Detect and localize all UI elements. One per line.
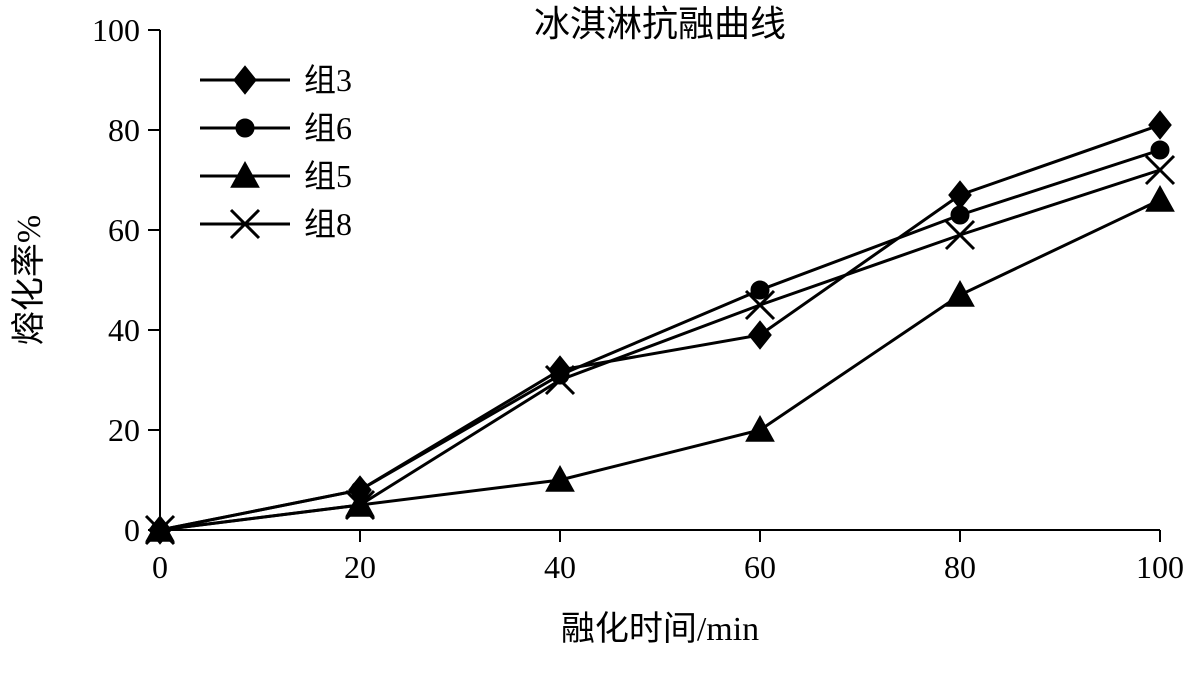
marker-triangle — [746, 416, 774, 441]
series-line — [160, 200, 1160, 530]
y-axis-title: 熔化率% — [10, 215, 48, 345]
legend-label: 组5 — [304, 158, 352, 194]
legend-item: 组3 — [200, 62, 352, 98]
legend-item: 组5 — [200, 158, 352, 194]
y-tick-label: 0 — [124, 512, 140, 548]
marker-circle — [1151, 141, 1169, 159]
legend-item: 组8 — [200, 206, 352, 242]
x-tick-label: 0 — [152, 549, 168, 585]
x-tick-label: 40 — [544, 549, 576, 585]
line-chart: 0 20 40 60 80 100 0 20 40 60 80 100 熔化率% 融化时间/min 冰淇淋抗… — [0, 0, 1195, 686]
marker-triangle — [1146, 186, 1174, 211]
marker-triangle — [946, 281, 974, 306]
legend-label: 组3 — [304, 62, 352, 98]
chart-title: 冰淇淋抗融曲线 — [534, 4, 786, 44]
marker-diamond — [1149, 111, 1171, 139]
y-tick-label: 100 — [92, 12, 140, 48]
marker-x — [946, 221, 974, 249]
legend-label: 组6 — [304, 110, 352, 146]
marker-circle — [951, 206, 969, 224]
y-tick-label: 20 — [108, 412, 140, 448]
series-组8 — [146, 156, 1174, 544]
marker-circle — [236, 119, 254, 137]
marker-circle — [751, 281, 769, 299]
series-组6 — [151, 141, 1169, 539]
y-tick-label: 80 — [108, 112, 140, 148]
x-axis-title: 融化时间/min — [561, 610, 759, 648]
legend-label: 组8 — [304, 206, 352, 242]
x-tick-label: 100 — [1136, 549, 1184, 585]
marker-x — [1146, 156, 1174, 184]
legend-item: 组6 — [200, 110, 352, 146]
series-组5 — [146, 186, 1174, 541]
y-tick-label: 60 — [108, 212, 140, 248]
series-组3 — [149, 111, 1171, 544]
marker-diamond — [949, 181, 971, 209]
x-tick-label: 20 — [344, 549, 376, 585]
x-tick-label: 60 — [744, 549, 776, 585]
x-tick-label: 80 — [944, 549, 976, 585]
marker-diamond — [749, 321, 771, 349]
marker-diamond — [234, 66, 256, 94]
y-tick-label: 40 — [108, 312, 140, 348]
